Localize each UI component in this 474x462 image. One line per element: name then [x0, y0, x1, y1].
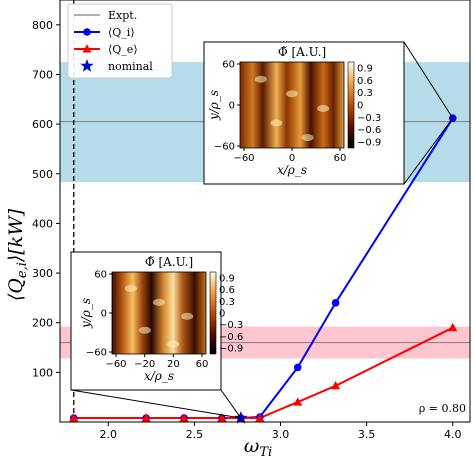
legend-label-3: nominal [108, 60, 153, 73]
inset-connector-0-b [403, 117, 454, 185]
data-point-s0-8 [448, 114, 457, 122]
inset-1-xtick-label-3: 60 [196, 359, 209, 370]
inset-connector-1-b [220, 389, 242, 419]
x-tick-label-2: 3.0 [272, 428, 290, 441]
y-tick-label-0: 100 [32, 366, 53, 379]
inset-1-blob-0 [124, 284, 137, 292]
legend-marker-3 [80, 59, 94, 72]
inset-1-cbar-label-0: 0.9 [219, 274, 235, 285]
x-tick-label-1: 2.5 [186, 428, 204, 441]
inset-xlabel-0: x/ρ_s [277, 163, 307, 177]
inset-1-xtick-label-0: −60 [105, 359, 126, 370]
inset-0-ytick-label-0: 60 [222, 60, 235, 71]
data-point-s1-6 [293, 397, 303, 406]
legend-box [67, 3, 173, 79]
legend: Expt. ⟨Q_i⟩ ⟨Q_e⟩nominal [67, 3, 173, 79]
inset-connector-1-a [70, 389, 241, 419]
data-point-s0-6 [293, 363, 302, 372]
inset-0-cbar-label-5: −0.6 [357, 125, 381, 136]
inset-title-0: Φ̃ [A.U.] [278, 45, 326, 59]
inset-1-ytick-label-2: −60 [86, 348, 107, 359]
inset-0-blob-3 [301, 134, 314, 142]
legend-label-1: ⟨Q_i⟩ [108, 26, 135, 39]
y-tick-label-3: 400 [32, 217, 53, 230]
inset-0-cbar-label-3: 0 [357, 101, 363, 112]
inset-1-xtick-label-1: −20 [134, 359, 155, 370]
x-tick-label-4: 4.0 [444, 428, 462, 441]
inset-colorbar-0 [347, 61, 355, 149]
inset-0-blob-1 [270, 119, 283, 127]
inset-0-ytick-label-1: 0 [229, 101, 235, 112]
rho-annotation: ρ = 0.80 [419, 402, 466, 415]
inset-ylabel-1: y/ρ_s [79, 298, 93, 329]
inset-0-cbar-label-2: 0.3 [357, 88, 373, 99]
inset-1-cbar-label-1: 0.6 [219, 285, 235, 296]
y-tick-label-2: 300 [32, 267, 53, 280]
inset-xlabel-1: x/ρ_s [144, 369, 174, 383]
inset-1-cbar-label-4: −0.3 [219, 320, 243, 331]
inset-0-cbar-label-1: 0.6 [357, 76, 373, 87]
y-tick-label-7: 800 [32, 19, 53, 32]
inset-1-cbar-label-5: −0.6 [219, 332, 243, 343]
legend-label-2: ⟨Q_e⟩ [108, 43, 138, 56]
inset-0-blob-0 [254, 75, 267, 83]
inset-1-blob-4 [181, 312, 194, 320]
inset-1-cbar-label-3: 0 [219, 309, 225, 320]
data-point-s1-0 [69, 413, 79, 422]
data-point-s1-5 [255, 413, 265, 422]
inset-heatmap-0 [239, 61, 345, 149]
inset-0-xtick-label-1: 0 [289, 153, 295, 164]
y-tick-label-1: 200 [32, 317, 53, 330]
inset-title-1: Φ̃ [A.U.] [145, 255, 193, 269]
inset-1-blob-3 [167, 340, 180, 348]
inset-1-ytick-label-1: 0 [101, 309, 107, 320]
inset-0-blob-4 [317, 104, 330, 112]
legend-marker-2 [82, 44, 92, 53]
data-point-s0-7 [331, 299, 340, 307]
inset-0-cbar-label-4: −0.3 [357, 113, 381, 124]
data-point-s1-2 [179, 413, 189, 422]
data-point-s1-7 [331, 380, 341, 390]
inset-0-xtick-label-2: 60 [334, 153, 347, 164]
y-axis-title: ⟨Qe,i⟩[kW] [5, 208, 30, 301]
insets: Φ̃ [A.U.]x/ρ_sy/ρ_s−60 0 60600−600.90.60.3… [70, 41, 454, 419]
inset-1-cbar-label-6: −0.9 [219, 344, 243, 355]
y-tick-label-5: 600 [32, 118, 53, 131]
data-point-s1-8 [448, 322, 458, 332]
inset-heatmap-1 [111, 271, 207, 355]
plot-frame [59, 0, 471, 423]
data-point-s1-1 [141, 413, 151, 422]
inset-1-blob-1 [138, 326, 151, 334]
legend-label-0: Expt. [108, 9, 137, 22]
inset-0-cbar-label-0: 0.9 [357, 64, 373, 75]
inset-colorbar-1 [209, 271, 217, 355]
data-point-s1-3 [217, 413, 227, 422]
x-tick-label-0: 2.0 [99, 428, 117, 441]
inset-0-xtick-label-0: −60 [233, 153, 254, 164]
inset-ylabel-0: y/ρ_s [207, 90, 221, 121]
y-tick-label-6: 700 [32, 68, 53, 81]
legend-marker-1 [83, 28, 91, 36]
inset-0-ytick-label-2: −60 [214, 142, 235, 153]
inset-0-cbar-label-6: −0.9 [357, 138, 381, 149]
inset-0-blob-2 [286, 90, 298, 98]
inset-1-ytick-label-0: 60 [94, 270, 107, 281]
inset-1-cbar-label-2: 0.3 [219, 297, 235, 308]
inset-1-xtick-label-2: 20 [167, 359, 180, 370]
inset-connector-0-a [403, 41, 454, 119]
inset-1-blob-2 [153, 298, 165, 306]
x-tick-label-3: 3.5 [358, 428, 376, 441]
y-tick-label-4: 500 [32, 168, 53, 181]
